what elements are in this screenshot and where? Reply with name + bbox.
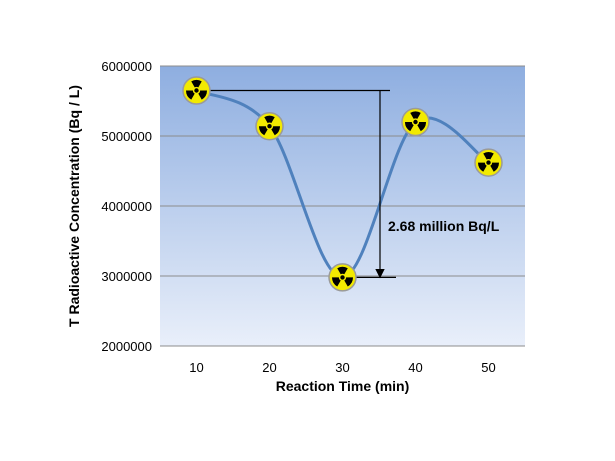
x-axis-title: Reaction Time (min) bbox=[276, 378, 410, 394]
x-tick-label: 50 bbox=[481, 360, 495, 375]
y-tick-label: 2000000 bbox=[101, 339, 152, 354]
data-markers bbox=[182, 76, 503, 292]
x-tick-label: 40 bbox=[408, 360, 422, 375]
x-tick-label: 30 bbox=[335, 360, 349, 375]
radiation-marker-icon bbox=[328, 263, 357, 292]
y-axis-tick-labels: 2000000 3000000 4000000 5000000 6000000 bbox=[101, 59, 152, 354]
y-tick-label: 5000000 bbox=[101, 129, 152, 144]
x-axis-tick-labels: 10 20 30 40 50 bbox=[189, 360, 495, 375]
y-axis-title: T Radioactive Concentration (Bq / L) bbox=[66, 85, 82, 327]
radiation-marker-icon bbox=[255, 111, 284, 141]
y-tick-label: 3000000 bbox=[101, 269, 152, 284]
radiation-marker-icon bbox=[182, 76, 211, 105]
radiation-marker-icon bbox=[474, 148, 503, 177]
radiation-marker-icon bbox=[401, 107, 430, 137]
y-tick-label: 4000000 bbox=[101, 199, 152, 214]
annotation-label: 2.68 million Bq/L bbox=[388, 218, 500, 234]
x-tick-label: 20 bbox=[262, 360, 276, 375]
x-tick-label: 10 bbox=[189, 360, 203, 375]
y-tick-label: 6000000 bbox=[101, 59, 152, 74]
